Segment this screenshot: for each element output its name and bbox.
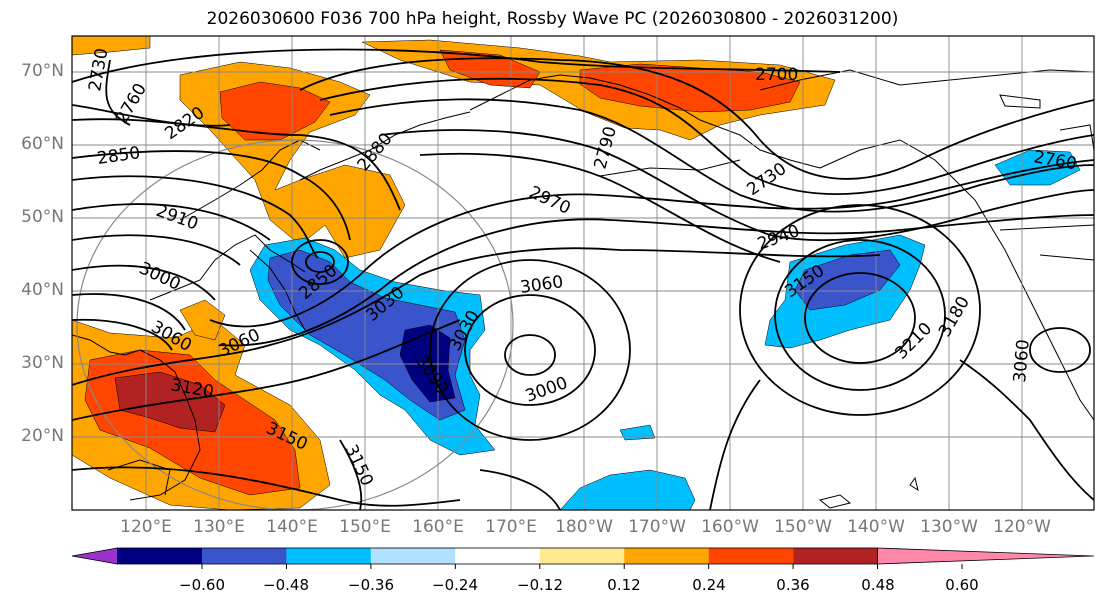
colorbar-tick-label: 0.60 [945, 576, 979, 594]
longitude-label: 170°W [628, 517, 686, 537]
anomaly-fill-orange-top-left [72, 36, 151, 56]
colorbar-tick-label: −0.12 [517, 576, 563, 594]
height-contours [72, 48, 1094, 510]
longitude-label: 160°W [701, 517, 759, 537]
negative-anomaly-fills [249, 149, 1081, 510]
anomaly-fill-orange-japan [179, 299, 226, 341]
longitude-label: 130°W [920, 517, 978, 537]
anomaly-fill-blue-east-pacific [794, 249, 901, 311]
colorbar-tick-label: 0.24 [692, 576, 726, 594]
map-plot-area: 2730 2760 2820 2850 2880 2790 2700 2730 … [72, 36, 1094, 510]
longitude-label: 150°W [774, 517, 832, 537]
range-ring [76, 139, 514, 510]
map-frame [71, 35, 1095, 511]
longitude-label: 120°W [993, 517, 1051, 537]
longitude-label: 170°E [485, 517, 537, 537]
longitude-label: 150°E [339, 517, 391, 537]
latitude-label: 70°N [21, 61, 64, 81]
latitude-label: 40°N [21, 280, 64, 300]
colorbar-tick-label: −0.36 [348, 576, 394, 594]
colorbar-tick-label: 0.12 [607, 576, 641, 594]
longitude-label: 130°E [193, 517, 245, 537]
longitude-label: 140°E [266, 517, 318, 537]
map-title: 2026030600 F036 700 hPa height, Rossby W… [206, 9, 899, 29]
longitude-label: 140°W [847, 517, 905, 537]
colorbar-tick-label: 0.36 [776, 576, 810, 594]
longitude-label: 180°W [555, 517, 613, 537]
colorbar-tick-label: 0.48 [861, 576, 895, 594]
contour-label: 2700 [755, 65, 798, 85]
longitude-label: 160°E [412, 517, 464, 537]
latitude-label: 50°N [21, 207, 64, 227]
latitude-label: 60°N [21, 134, 64, 154]
latitude-label: 20°N [21, 426, 64, 446]
latitude-label: 30°N [21, 353, 64, 373]
anomaly-fill-lightblue-south [559, 469, 696, 510]
colorbar-tick-label: −0.24 [432, 576, 478, 594]
colorbar-tick-label: −0.48 [263, 576, 309, 594]
gridlines [72, 36, 1094, 510]
contour-label: 3060 [1010, 339, 1034, 384]
colorbar-tick-label: −0.60 [179, 576, 225, 594]
longitude-label: 120°E [120, 517, 172, 537]
